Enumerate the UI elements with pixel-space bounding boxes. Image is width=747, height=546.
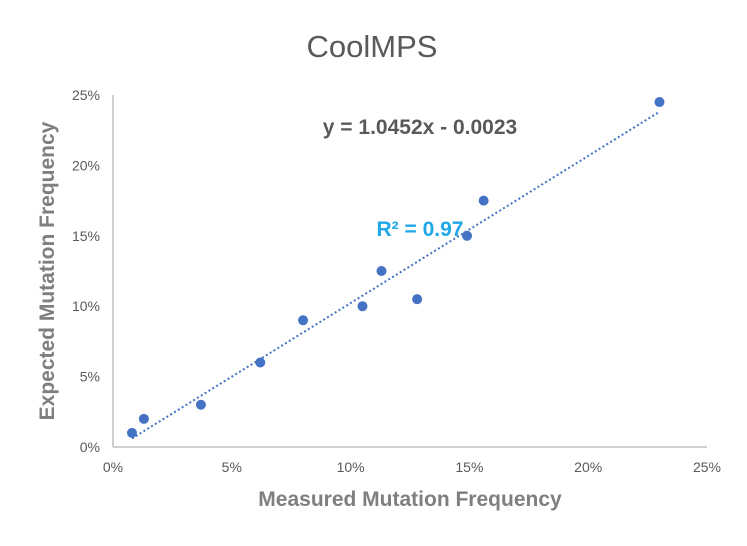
x-tick-label: 25% — [693, 459, 721, 475]
data-point — [376, 266, 387, 276]
y-tick-label: 20% — [72, 157, 100, 173]
trendline-group — [131, 110, 661, 440]
data-point — [357, 301, 368, 312]
data-point — [654, 97, 665, 108]
trendline-equation: y = 1.0452x - 0.0023 — [323, 116, 517, 139]
y-tick-labels: 0% 5% 10% 15% 20% 25% — [72, 87, 100, 455]
y-tick-label: 0% — [80, 439, 100, 455]
data-point — [255, 357, 266, 368]
x-tick-label: 5% — [222, 459, 242, 475]
x-tick-labels: 0% 5% 10% 15% 20% 25% — [103, 459, 721, 475]
y-tick-label: 25% — [72, 87, 100, 103]
data-point — [462, 230, 473, 241]
data-point — [195, 399, 206, 410]
y-tick-label: 5% — [80, 369, 100, 385]
data-point — [298, 315, 309, 326]
x-tick-label: 20% — [574, 459, 602, 475]
data-points — [127, 97, 665, 438]
chart-title: CoolMPS — [307, 29, 438, 64]
data-point — [478, 195, 489, 206]
x-tick-label: 10% — [337, 459, 365, 475]
data-point — [412, 294, 423, 305]
x-tick-label: 15% — [455, 459, 483, 475]
r-squared-label: R² = 0.97 — [377, 218, 464, 241]
y-axis-title: Expected Mutation Frequency — [36, 121, 59, 420]
data-point — [138, 413, 149, 424]
y-tick-label: 10% — [72, 298, 100, 314]
x-axis-title: Measured Mutation Frequency — [258, 488, 562, 511]
x-tick-label: 0% — [103, 459, 123, 475]
trendline — [131, 110, 661, 440]
y-tick-label: 15% — [72, 228, 100, 244]
data-point — [127, 427, 138, 438]
